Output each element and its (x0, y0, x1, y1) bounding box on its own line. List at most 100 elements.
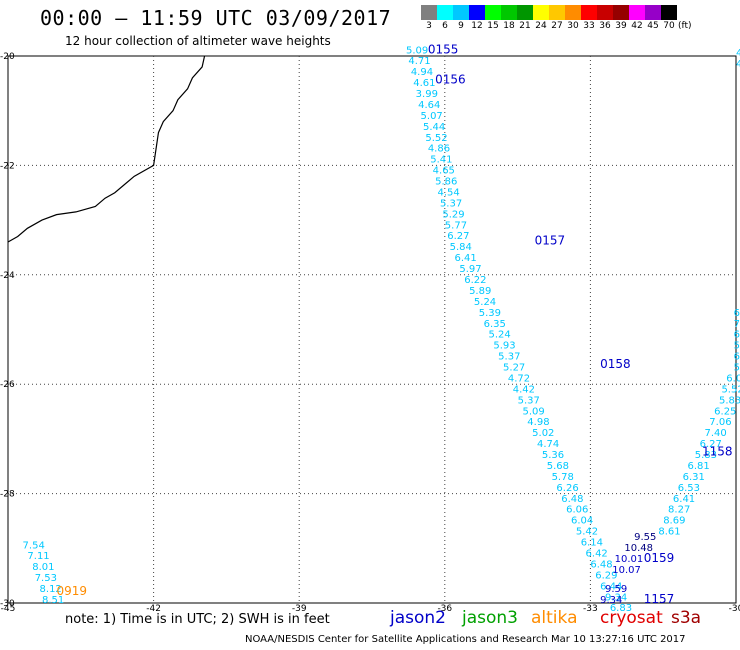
scale-label: 42 (631, 21, 643, 31)
track-time-label: 1158 (702, 444, 733, 458)
swh-value: 5.37 (518, 395, 540, 406)
coastline-path (7, 55, 206, 243)
swh-value: 5.24 (488, 330, 510, 341)
swh-value: 9.34 (600, 595, 622, 606)
scale-swatch (437, 5, 453, 20)
swh-value: 4.72 (508, 373, 530, 384)
swh-value: 8.01 (32, 562, 54, 573)
lat-tick-label: -20 (0, 52, 15, 62)
swh-value: 5.37 (440, 198, 462, 209)
swh-value: 7.06 (709, 417, 731, 428)
lat-tick-label: -28 (0, 490, 15, 500)
scale-label: 24 (535, 21, 547, 31)
track-time-label: 0157 (535, 234, 566, 248)
swh-value: 6.25 (714, 406, 736, 417)
swh-value: 5.24 (474, 297, 496, 308)
scale-label: 9 (458, 21, 464, 31)
swh-value: 4.8 (736, 48, 740, 59)
swh-value: 5.09 (522, 406, 544, 417)
lat-tick-label: -24 (0, 271, 15, 281)
scale-label: 6 (442, 21, 448, 31)
scale-label: 15 (487, 21, 499, 31)
swh-value: 5.39 (479, 308, 501, 319)
wave-height-color-scale: 3 6 9 12 15 18 21 24 27 30 33 36 39 42 45 70 (ft) (421, 5, 692, 32)
swh-value: 6.83 (610, 603, 632, 614)
scale-swatch (613, 5, 629, 20)
scale-swatch (565, 5, 581, 20)
swh-value: 6.06 (566, 505, 588, 516)
swh-value: 5.93 (493, 341, 515, 352)
swh-value: 9.55 (634, 532, 656, 543)
swh-value: 5.29 (442, 209, 464, 220)
scale-swatch (645, 5, 661, 20)
legend-s3a: s3a (671, 608, 702, 628)
swh-value: 6.22 (464, 275, 486, 286)
swh-value: 5.07 (421, 111, 443, 122)
swh-value: 6.35 (484, 319, 506, 330)
lon-tick-label: -42 (146, 604, 161, 614)
swh-value: 4.74 (537, 439, 559, 450)
swh-value: 6.29 (595, 570, 617, 581)
swh-value: 8.27 (668, 505, 690, 516)
lon-tick-label: -33 (583, 604, 598, 614)
swh-value: 5.02 (532, 428, 554, 439)
scale-swatch (485, 5, 501, 20)
lon-tick-label: -30 (729, 604, 740, 614)
legend-jason3: jason3 (462, 608, 518, 628)
track-time-label: 0156 (435, 72, 466, 86)
track-time-label: 0159 (644, 551, 675, 565)
swh-value: 5.38 (734, 341, 740, 352)
swh-value: 5.77 (445, 220, 467, 231)
scale-swatch (517, 5, 533, 20)
swh-value: 5.09 (406, 45, 428, 56)
swh-value: 6.42 (586, 549, 608, 560)
graticule (7, 55, 737, 604)
swh-value: 5.36 (542, 450, 564, 461)
swh-value: 4.64 (418, 100, 440, 111)
swh-value: 8.51 (42, 595, 64, 606)
page-subtitle: 12 hour collection of altimeter wave hei… (65, 34, 331, 48)
swh-value: 4.1 (736, 59, 740, 70)
scale-swatch (581, 5, 597, 20)
footer-credit: NOAA/NESDIS Center for Satellite Applica… (245, 634, 686, 645)
swh-value: 6.27 (447, 231, 469, 242)
scale-swatch (533, 5, 549, 20)
swh-value: 8.61 (658, 527, 680, 538)
scale-swatch (469, 5, 485, 20)
scale-label: 21 (519, 21, 531, 31)
swh-value: 8.12 (40, 584, 62, 595)
scale-label: 27 (551, 21, 563, 31)
swh-value: 5.52 (425, 133, 447, 144)
scale-labels: 3 6 9 12 15 18 21 24 27 30 33 36 39 42 45 70 (ft) (421, 20, 692, 32)
swh-value: 6.41 (673, 494, 695, 505)
swh-value: 5.68 (547, 461, 569, 472)
swh-value: 6.27 (700, 439, 722, 450)
scale-label: 39 (615, 21, 627, 31)
swh-value: 5.44 (423, 122, 445, 133)
scale-swatch (421, 5, 437, 20)
swh-value: 6.36 (734, 352, 740, 363)
track-time-label: 0155 (428, 42, 459, 56)
swh-value: 4.61 (413, 78, 435, 89)
swh-value: 10.01 (615, 554, 644, 565)
swh-value: 7.0 (734, 319, 740, 330)
legend-altika: altika (531, 608, 578, 628)
scale-label: 30 (567, 21, 579, 31)
swh-value: 4.71 (408, 56, 430, 67)
scale-unit: (ft) (678, 21, 692, 31)
axis-ticks: -45 -42 -39 -36 -33 -30 -20 -22 -24 -26 -28 -30 (0, 52, 740, 614)
swh-value: 5.97 (459, 264, 481, 275)
swh-value: 6.14 (581, 538, 603, 549)
scale-label: 45 (647, 21, 659, 31)
swh-value: 5.52 (721, 384, 740, 395)
swh-value: 6.31 (683, 472, 705, 483)
swh-value: 6 (734, 308, 740, 319)
swh-value: 5.42 (576, 527, 598, 538)
swh-value: 6.04 (571, 516, 593, 527)
swh-value: 9.34 (605, 592, 627, 603)
swh-value: 5.41 (430, 155, 452, 166)
map-frame (7, 55, 737, 604)
footer-note: note: 1) Time is in UTC; 2) SWH is in fe… (65, 612, 330, 627)
swh-value: 5.21 (734, 363, 740, 374)
